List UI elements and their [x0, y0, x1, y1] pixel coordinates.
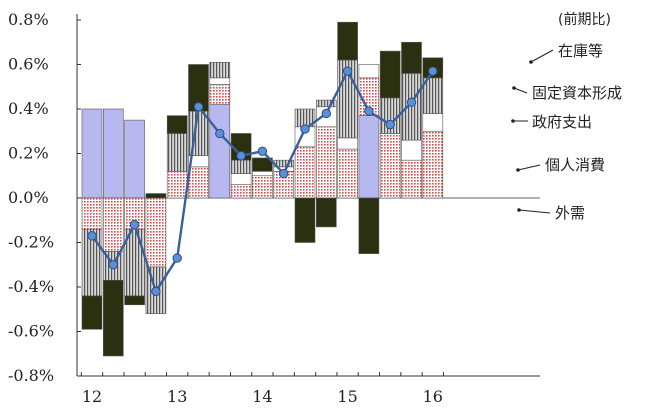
total-point [321, 108, 331, 119]
total-point [108, 260, 119, 270]
bar-segment [124, 119, 145, 199]
bar-segment [209, 61, 231, 79]
bar-segment [188, 166, 209, 199]
bar-segment [103, 108, 124, 199]
legend-pointer-head [511, 119, 515, 123]
bar-segment [315, 197, 337, 228]
y-tick-label: 0.4% [8, 99, 49, 118]
legend-pointer-head [516, 168, 520, 172]
unit-label: (前期比) [558, 11, 611, 28]
legend-pointer-head [512, 86, 516, 90]
total-point [257, 146, 268, 156]
bar-segment [166, 115, 188, 134]
total-point [385, 119, 395, 130]
y-tick-label: -0.8% [8, 366, 54, 385]
bar-segment [294, 146, 316, 199]
bar-segment [337, 148, 358, 199]
total-point [300, 124, 310, 134]
total-point [406, 97, 417, 108]
legend-label: 外需 [555, 204, 585, 222]
total-point [193, 102, 204, 112]
bar-segment [230, 184, 252, 199]
bar-segment [252, 175, 273, 199]
total-point [87, 231, 97, 241]
bar-segment [81, 197, 103, 230]
bar-segment [401, 139, 422, 161]
total-point [172, 253, 182, 263]
y-tick-label: 0.2% [8, 144, 49, 163]
legend-label: 在庫等 [558, 42, 603, 60]
axis: 0.8% 0.6% 0.4% 0.2% 0.0% -0.2% -0.4% -0.6% -0.8%… [8, 10, 540, 406]
legend-label: 政府支出 [532, 113, 592, 131]
bar-segment [315, 99, 337, 108]
total-point [129, 220, 140, 230]
bar-segment [401, 159, 422, 199]
total-point [279, 168, 289, 179]
bar-segment [209, 77, 231, 85]
bar-segment [379, 133, 401, 199]
total-point [151, 286, 161, 297]
bar-segment [103, 197, 124, 252]
x-tick-label: 14 [252, 387, 272, 406]
legend-pointer [513, 87, 528, 94]
x-tick-label: 16 [423, 387, 443, 406]
bar-segment [422, 113, 444, 132]
bar-segment [103, 280, 124, 357]
bar-segment [294, 197, 316, 243]
bar-segment [166, 133, 188, 172]
bar-segment [81, 108, 103, 199]
bar-segment [230, 173, 252, 185]
bar-segment [315, 126, 337, 199]
y-tick-label: -0.6% [8, 322, 54, 341]
bar-segment [124, 295, 145, 306]
y-tick-label: 0.8% [8, 10, 49, 29]
bar-segment [358, 115, 380, 199]
bar-segment [401, 41, 422, 74]
legend-label: 固定資本形成 [532, 84, 622, 102]
total-line [87, 66, 438, 297]
bar-segment [252, 157, 273, 172]
y-tick-label: 0.6% [8, 55, 49, 74]
legend-pointer [518, 209, 551, 214]
x-tick-label: 13 [167, 387, 187, 406]
bar-segment [166, 171, 188, 199]
bar-segment [358, 197, 380, 254]
legend-pointer-head [529, 60, 533, 64]
total-point [364, 106, 374, 116]
bar-segment [252, 171, 273, 177]
legend-label: 個人消費 [545, 156, 605, 174]
bar-segment [422, 130, 444, 199]
total-point [342, 66, 353, 76]
bar-segment [209, 84, 231, 105]
bar-segment [337, 137, 358, 150]
x-tick-label: 15 [337, 387, 357, 406]
total-point [428, 66, 438, 76]
y-tick-label: -0.2% [8, 233, 54, 252]
bar-segment [145, 197, 167, 268]
bar-segment [145, 193, 167, 199]
bar-segment [337, 21, 358, 61]
bar-segment [358, 64, 380, 79]
bar-segment [209, 104, 231, 199]
bar-segment [230, 159, 252, 174]
legend-pointer-head [517, 208, 521, 212]
y-tick-label: -0.4% [8, 277, 54, 296]
bars [81, 21, 444, 357]
x-tick-label: 12 [82, 387, 102, 406]
legend-pointer [530, 49, 554, 63]
total-point [215, 128, 225, 139]
bar-segment [81, 295, 103, 330]
total-point [236, 151, 246, 161]
legend-pointer [517, 164, 541, 171]
y-tick-label: 0.0% [8, 188, 49, 207]
bar-segment [379, 50, 401, 99]
